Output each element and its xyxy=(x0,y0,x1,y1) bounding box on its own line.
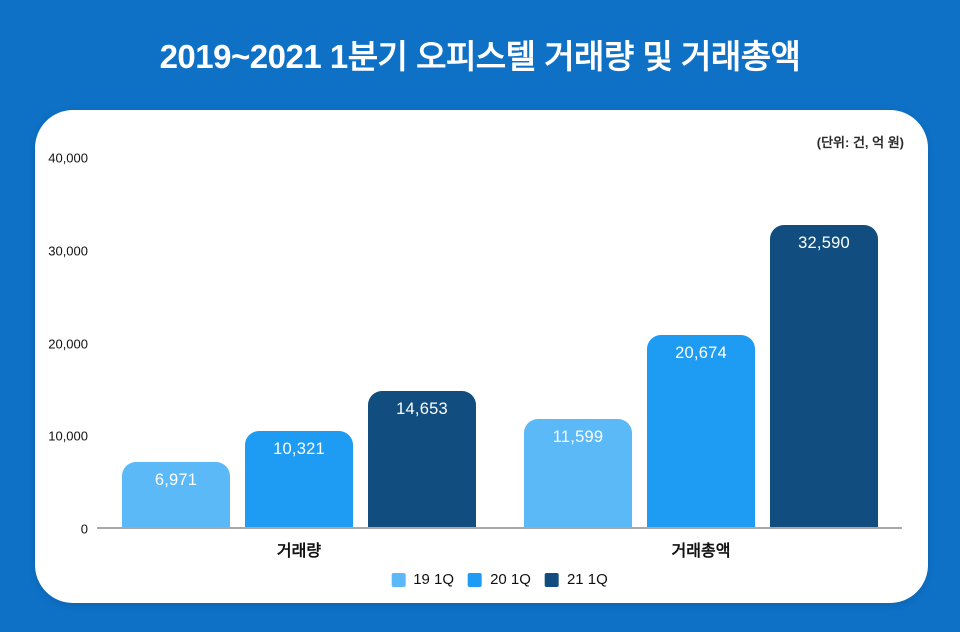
bar-20-1q-거래량: 10,321 xyxy=(245,431,353,527)
y-tick-label: 10,000 xyxy=(48,428,88,444)
legend-item: 20 1Q xyxy=(468,571,531,588)
y-tick-label: 40,000 xyxy=(48,150,88,166)
legend-label: 19 1Q xyxy=(413,571,455,588)
y-axis: 0 10,000 20,000 30,000 40,000 xyxy=(35,151,88,537)
legend-swatch-icon xyxy=(391,572,406,587)
bar-value-label: 11,599 xyxy=(552,428,604,447)
chart-card: (단위: 건, 억 원) 0 10,000 20,000 30,000 40,000 6… xyxy=(35,110,928,603)
legend-swatch-icon xyxy=(468,572,483,587)
bar-value-label: 6,971 xyxy=(154,471,198,490)
bar-21-1q-거래량: 14,653 xyxy=(368,391,476,527)
legend-item: 19 1Q xyxy=(391,571,454,588)
legend-label: 21 1Q xyxy=(566,571,608,588)
y-tick-label: 20,000 xyxy=(48,336,88,351)
legend-item: 21 1Q xyxy=(544,571,608,588)
legend-label: 20 1Q xyxy=(490,571,531,588)
bar-19-1q-거래총액: 11,599 xyxy=(524,419,632,527)
bar-value-label: 10,321 xyxy=(273,440,325,459)
bar-value-label: 14,653 xyxy=(396,400,448,419)
bar-21-1q-거래총액: 32,590 xyxy=(770,224,878,527)
unit-note: (단위: 건, 억 원) xyxy=(816,135,904,150)
plot-area: 6,971 10,321 14,653 11,599 20,674 32,590 xyxy=(97,158,902,529)
y-tick-label: 0 xyxy=(80,521,88,537)
bar-19-1q-거래량: 6,971 xyxy=(122,462,230,527)
x-category-label: 거래량 xyxy=(276,543,322,560)
legend-swatch-icon xyxy=(544,572,559,587)
bar-value-label: 20,674 xyxy=(675,344,727,363)
page-title: 2019~2021 1분기 오피스텔 거래량 및 거래총액 xyxy=(159,38,801,75)
bar-value-label: 32,590 xyxy=(798,233,850,252)
y-tick-label: 30,000 xyxy=(48,243,88,259)
bar-20-1q-거래총액: 20,674 xyxy=(647,335,755,527)
chart-legend: 19 1Q 20 1Q 21 1Q xyxy=(391,571,608,588)
x-category-label: 거래총액 xyxy=(671,543,731,560)
